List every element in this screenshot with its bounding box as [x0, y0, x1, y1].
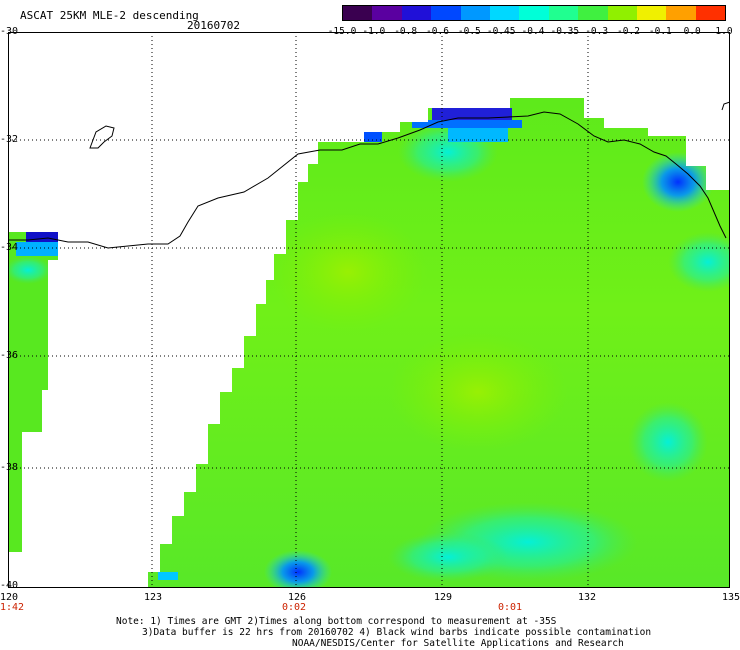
colorbar — [342, 5, 726, 21]
colorbar-label: 0.0 — [683, 26, 701, 37]
colorbar-swatch — [607, 6, 637, 20]
colorbar-label: -1.0 — [362, 26, 386, 37]
footnote: Note: 1) Times are GMT 2)Times along bot… — [116, 616, 651, 649]
map-frame — [8, 32, 730, 588]
colorbar-labels: -15.0 -1.0 -0.8 -0.6 -0.5 -0.45 -0.4 -0.35 -0.3-… — [327, 26, 733, 38]
colorbar-label: 1.0 — [715, 26, 733, 37]
map-title: ASCAT 25KM MLE-2 descending — [20, 9, 199, 22]
kangaroo-island — [89, 125, 115, 149]
coast-detail — [721, 101, 730, 111]
lat-label-34: -34 — [0, 242, 19, 253]
time-label-1: 0:02 — [282, 602, 307, 613]
lat-label-32: -32 — [0, 134, 19, 145]
lon-label-123: 123 — [144, 592, 163, 603]
lon-label-135: 135 — [722, 592, 740, 603]
coastline — [8, 111, 727, 249]
map-panel — [8, 32, 730, 588]
lon-label-126: 126 — [288, 592, 307, 603]
colorbar-swatch — [460, 6, 490, 20]
colorbar-label: -0.6 — [426, 26, 449, 37]
lat-label-30: -30 — [0, 26, 19, 37]
grid-lines — [8, 32, 730, 588]
wind-swath-left — [8, 232, 58, 552]
colorbar-swatch — [636, 6, 667, 20]
wind-swath-main — [148, 98, 730, 588]
colorbar-swatch — [666, 6, 696, 20]
colorbar-label: -15.0 — [327, 26, 357, 37]
colorbar-swatch — [431, 6, 461, 20]
time-label-2: 0:01 — [498, 602, 523, 613]
colorbar-label: -0.35 — [550, 26, 580, 37]
map-date: 20160702 — [187, 19, 240, 32]
lat-label-36: -36 — [0, 350, 19, 361]
time-label-0: 1:42 — [0, 602, 25, 613]
colorbar-label: -0.2 — [617, 26, 640, 37]
colorbar-swatch — [401, 6, 432, 20]
lat-label-38: -38 — [0, 462, 19, 473]
lon-label-132: 132 — [578, 592, 597, 603]
colorbar-swatch — [489, 6, 520, 20]
note-line-1: Note: 1) Times are GMT 2)Times along bot… — [116, 616, 557, 627]
colorbar-label: -0.8 — [394, 26, 418, 37]
colorbar-label: -0.1 — [648, 26, 672, 37]
colorbar-swatch — [372, 6, 402, 20]
colorbar-swatch — [695, 6, 726, 20]
colorbar-swatch — [343, 6, 373, 20]
colorbar-label: -0.5 — [457, 26, 481, 37]
note-line-2: 3)Data buffer is 22 hrs from 20160702 4)… — [142, 627, 652, 638]
colorbar-swatch — [519, 6, 549, 20]
colorbar-label: -0.3 — [585, 26, 609, 37]
colorbar-swatch — [578, 6, 608, 20]
colorbar-label: -0.45 — [486, 26, 516, 37]
note-line-3: NOAA/NESDIS/Center for Satellite Applica… — [292, 638, 624, 649]
lat-label-40: -40 — [0, 580, 19, 591]
colorbar-label: -0.4 — [521, 26, 545, 37]
lon-label-129: 129 — [434, 592, 453, 603]
colorbar-swatch — [548, 6, 579, 20]
lon-label-120: 120 — [0, 592, 19, 603]
